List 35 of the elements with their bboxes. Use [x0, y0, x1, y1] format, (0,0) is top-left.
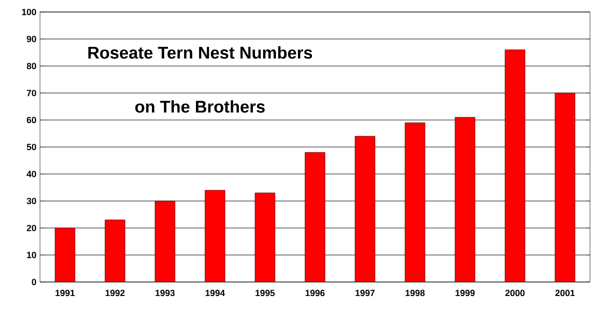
text: Roseate Tern Nest Numbers [88, 46, 312, 59]
y-tick-label: 10 [27, 252, 36, 258]
x-tick-label: 1992 [106, 290, 125, 296]
x-tick-label: 1998 [406, 290, 425, 296]
bar [254, 192, 276, 282]
x-tick-label: 1999 [456, 290, 475, 296]
y-tick-label: 40 [26, 170, 36, 178]
y-tick-label: 80 [26, 62, 36, 70]
y-tick-label: 30 [26, 198, 36, 204]
bar [204, 190, 226, 282]
x-tick-label: 1997 [356, 290, 375, 296]
bar [54, 228, 76, 282]
text: on The Brothers [135, 100, 265, 113]
y-tick-label: 20 [26, 224, 36, 232]
bar [554, 92, 576, 282]
y-tick-label: 50 [26, 144, 36, 150]
bar [404, 122, 426, 282]
bar [454, 117, 476, 282]
y-tick-label: 90 [26, 36, 36, 42]
bar [504, 50, 526, 282]
x-tick-label: 2000 [505, 290, 525, 296]
x-tick-label: 1993 [156, 290, 175, 296]
x-tick-label: 1996 [306, 290, 325, 296]
x-tick-label: 2001 [555, 290, 575, 296]
x-tick-label: 1994 [206, 290, 225, 296]
x-tick-label: 1991 [56, 290, 75, 296]
y-tick-label: 0 [32, 278, 36, 286]
bar [354, 136, 376, 282]
y-tick-label: 60 [26, 116, 36, 124]
y-tick-label: 70 [26, 90, 36, 96]
bar [154, 200, 176, 282]
bar [304, 152, 326, 282]
bar [104, 220, 126, 282]
x-tick-label: 1995 [256, 290, 275, 296]
y-tick-label: 100 [22, 8, 36, 16]
